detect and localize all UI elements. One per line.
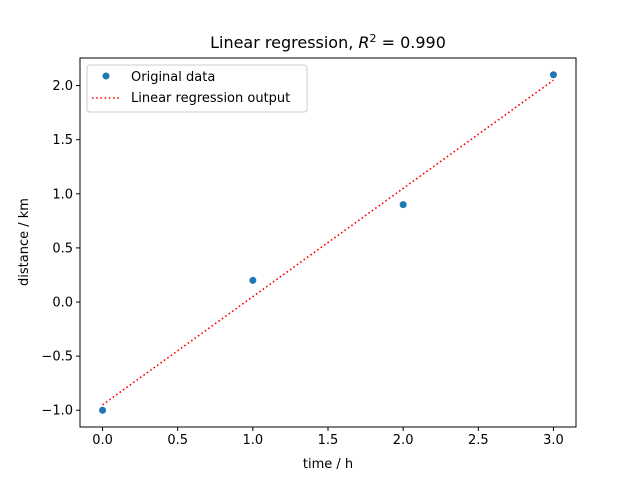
x-tick-label: 2.5 bbox=[468, 433, 489, 448]
x-tick-label: 3.0 bbox=[543, 433, 564, 448]
y-axis: −1.0 −0.5 0.0 0.5 1.0 1.5 2.0 bbox=[41, 79, 80, 419]
y-tick-label: 1.5 bbox=[52, 133, 73, 148]
title-r2-value: = 0.990 bbox=[377, 33, 446, 52]
chart-title: Linear regression, R2 = 0.990 bbox=[210, 32, 446, 52]
legend-label-regression: Linear regression output bbox=[131, 91, 290, 106]
x-axis-label: time / h bbox=[303, 457, 353, 472]
y-tick-label: −0.5 bbox=[41, 350, 73, 365]
title-r2-symbol: R bbox=[358, 33, 369, 52]
y-tick-label: 1.0 bbox=[52, 187, 73, 202]
legend-marker-original-data bbox=[102, 72, 110, 80]
legend: Original data Linear regression output bbox=[86, 64, 308, 113]
x-axis: 0.0 0.5 1.0 1.5 2.0 2.5 3.0 bbox=[92, 427, 564, 448]
x-tick-label: 2.0 bbox=[393, 433, 414, 448]
regression-line bbox=[102, 79, 554, 406]
data-point bbox=[249, 276, 257, 284]
legend-box bbox=[86, 64, 308, 113]
x-tick-label: 1.0 bbox=[243, 433, 264, 448]
data-point bbox=[399, 201, 407, 209]
data-point bbox=[549, 71, 557, 79]
y-tick-label: −1.0 bbox=[41, 404, 73, 419]
y-axis-label: distance / km bbox=[17, 198, 32, 286]
title-main: Linear regression, bbox=[210, 33, 358, 52]
title-r2-exponent: 2 bbox=[370, 32, 377, 45]
x-tick-label: 0.5 bbox=[167, 433, 188, 448]
plot-area bbox=[99, 71, 557, 414]
y-tick-label: 2.0 bbox=[52, 79, 73, 94]
x-tick-label: 0.0 bbox=[92, 433, 113, 448]
x-tick-label: 1.5 bbox=[318, 433, 339, 448]
y-tick-label: 0.0 bbox=[52, 296, 73, 311]
data-point bbox=[99, 406, 107, 414]
legend-label-original-data: Original data bbox=[131, 70, 215, 85]
y-tick-label: 0.5 bbox=[52, 241, 73, 256]
